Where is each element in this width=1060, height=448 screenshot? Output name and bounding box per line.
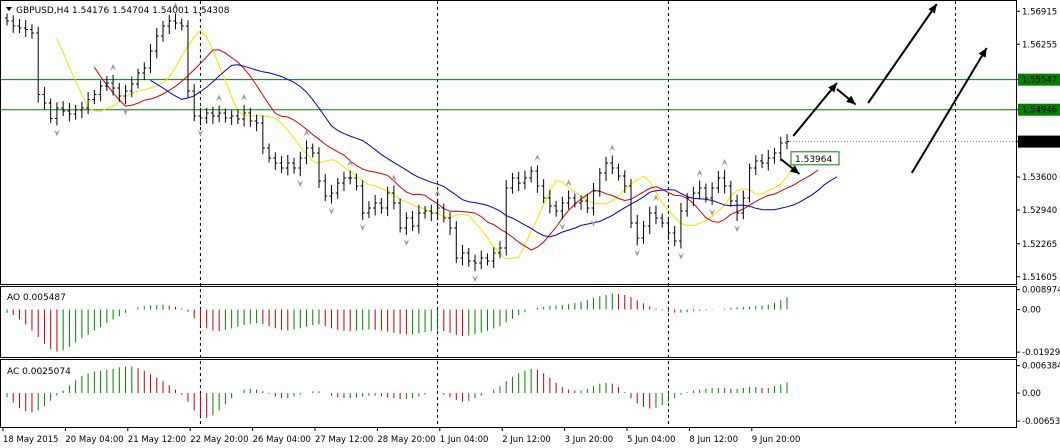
ao-histogram xyxy=(6,293,788,352)
fractal-up-icon xyxy=(721,158,728,166)
price-tick-label: 1.52265 xyxy=(1022,240,1057,250)
fractal-up-icon xyxy=(347,159,354,167)
time-tick-label: 28 May 20:00 xyxy=(377,435,435,445)
fractal-down-icon xyxy=(328,207,335,215)
ao-header: AO 0.005487 xyxy=(7,293,66,303)
fractal-markers xyxy=(53,2,741,283)
trend-arrow-line xyxy=(792,82,838,137)
horizontal-levels xyxy=(1,79,1016,143)
fractal-up-icon xyxy=(390,174,397,182)
ao-tick-label: -0.019294 xyxy=(1022,348,1060,358)
time-tick-label: 9 Jun 20:00 xyxy=(752,435,801,445)
symbol-header: GBPUSD,H4 1.54176 1.54704 1.54001 1.5430… xyxy=(16,6,230,16)
fractal-down-icon xyxy=(559,223,566,231)
fractal-up-icon xyxy=(110,63,117,71)
trend-arrow-line xyxy=(867,3,938,104)
fractal-up-icon xyxy=(534,154,541,162)
fractal-down-icon xyxy=(122,108,129,116)
fractal-up-icon xyxy=(172,2,179,10)
arrow-head-icon xyxy=(928,4,937,14)
time-tick-label: 22 May 20:00 xyxy=(190,435,248,445)
price-tick-label: 1.54946 xyxy=(1022,106,1057,116)
arrow-head-icon xyxy=(828,83,837,93)
time-tick-label: 21 May 12:00 xyxy=(128,435,186,445)
fractal-up-icon xyxy=(609,144,616,152)
ac-tick-label: 0.006384 xyxy=(1022,362,1060,372)
price-annotation: 1.53964 xyxy=(790,151,840,166)
price-tick-label: 1.54308 xyxy=(1022,138,1057,148)
fractal-up-icon xyxy=(652,194,659,202)
current-price-tag xyxy=(1018,135,1060,148)
level-price-tag xyxy=(1018,73,1060,86)
price-tick-label: 1.56915 xyxy=(1022,7,1057,17)
time-tick-label: 2 Jun 12:00 xyxy=(502,435,551,445)
fractal-up-icon xyxy=(565,179,572,187)
fractal-up-icon xyxy=(216,94,223,102)
ac-tick-label: 0.00 xyxy=(1022,389,1041,399)
time-tick-label: 3 Jun 20:00 xyxy=(565,435,614,445)
price-tick-label: 1.51605 xyxy=(1022,273,1057,283)
time-tick-label: 5 Jun 04:00 xyxy=(627,435,676,445)
trend-arrows xyxy=(780,3,988,175)
ao-tick-label: 0.008974 xyxy=(1022,286,1060,296)
fractal-down-icon xyxy=(359,223,366,231)
price-axes: 1.56915 1.56255 1.55547 1.54946 1.54308 1.536… xyxy=(1016,7,1060,427)
level-price-tag xyxy=(1018,103,1060,116)
ac-histogram xyxy=(6,366,788,418)
fractal-down-icon xyxy=(403,238,410,246)
vertical-gridlines xyxy=(199,1,956,427)
ma-yellow-line xyxy=(56,29,806,260)
price-bars xyxy=(5,13,789,272)
ac-tick-label: -0.006534 xyxy=(1022,417,1060,427)
time-tick-label: 20 May 04:00 xyxy=(65,435,123,445)
price-tick-label: 1.55547 xyxy=(1022,76,1057,86)
chart-header: GBPUSD,H4 1.54176 1.54704 1.54001 1.5430… xyxy=(6,6,230,377)
ao-tick-label: 0.00 xyxy=(1022,306,1041,316)
time-axis: 18 May 2015 20 May 04:00 21 May 12:00 22 Ma… xyxy=(2,427,801,445)
arrow-head-icon xyxy=(978,48,987,58)
price-tick-label: 1.56255 xyxy=(1022,40,1057,50)
fractal-up-icon xyxy=(303,129,310,137)
fractal-down-icon xyxy=(634,249,641,257)
fractal-down-icon xyxy=(590,219,597,227)
fractal-down-icon xyxy=(709,208,716,216)
fractal-down-icon xyxy=(734,225,741,233)
ma-blue-line xyxy=(150,64,838,238)
pane-frames xyxy=(0,0,1017,428)
fractal-down-icon xyxy=(472,275,478,283)
dropdown-triangle-icon[interactable] xyxy=(6,7,12,11)
moving-averages xyxy=(56,29,838,260)
ac-pane-frame xyxy=(0,359,1017,428)
price-tick-label: 1.53600 xyxy=(1022,173,1057,183)
fractal-up-icon xyxy=(696,169,703,177)
fractal-up-icon xyxy=(241,93,248,101)
fractal-down-icon xyxy=(197,129,204,137)
time-tick-label: 1 Jun 04:00 xyxy=(440,435,489,445)
time-tick-label: 18 May 2015 xyxy=(3,435,58,445)
ac-header: AC 0.0025074 xyxy=(7,367,71,377)
fractal-up-icon xyxy=(434,189,441,197)
ma-red-line xyxy=(93,49,819,251)
price-pane-frame xyxy=(0,0,1017,285)
annotation-text: 1.53964 xyxy=(795,155,832,165)
fractal-down-icon xyxy=(53,129,60,137)
time-tick-label: 26 May 04:00 xyxy=(253,435,311,445)
ao-pane-frame xyxy=(0,286,1017,358)
fractal-down-icon xyxy=(297,180,304,188)
trend-arrow-line xyxy=(910,47,988,174)
arrow-head-icon xyxy=(789,165,800,174)
annotation-box xyxy=(790,151,840,166)
price-tick-label: 1.52940 xyxy=(1022,206,1057,216)
fractal-down-icon xyxy=(677,252,684,260)
arrow-head-icon xyxy=(846,95,856,105)
time-tick-label: 27 May 12:00 xyxy=(315,435,373,445)
time-tick-label: 8 Jun 12:00 xyxy=(689,435,738,445)
